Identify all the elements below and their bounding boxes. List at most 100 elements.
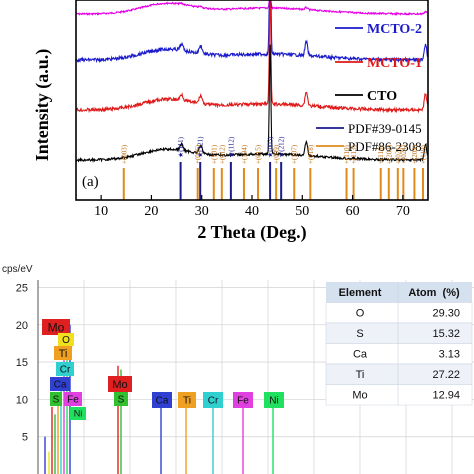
xrd-ref-peak-label: ★(121) [197,136,205,158]
xrd-ref-peak-label: +(009) [273,144,281,164]
xrd-ref-peak-label: +(101) [210,144,218,164]
xrd-ref-peak-label: ★(003) [267,136,275,158]
eds-unit-label: cps/eV [2,264,33,275]
xrd-reference-peaks: +(003) +(006) +(101) +(012) +(104) +(015) +(00… [120,136,427,200]
eds-element-box [233,392,253,408]
eds-element-label: Cr [60,365,71,376]
xrd-x-tick-label: 60 [346,204,360,219]
eds-element-box [58,333,74,346]
xrd-ref-peak-label: +(116) [377,144,385,164]
eds-table-header: Element [339,287,382,299]
xrd-ref-peak-label: +(113) [350,144,358,164]
eds-table-cell-element: S [356,328,363,340]
xrd-series-group [75,0,429,164]
eds-table-header-bg [326,282,472,303]
eds-element-label: Fe [67,395,79,406]
eds-element-box [264,392,284,408]
xrd-x-tick-label: 20 [144,204,158,219]
eds-table-cell-atom: 3.13 [439,349,460,361]
eds-y-tick-label: 25 [16,282,28,294]
eds-y-tick-label: 10 [16,394,28,406]
xrd-ref-legend-label: PDF#86-2308 [348,139,422,154]
eds-table-cell-atom: 15.32 [432,328,460,340]
xrd-panel-label: (a) [82,174,99,190]
eds-element-label: O [62,335,70,346]
eds-element-label: Ca [156,396,169,407]
xrd-legend: MCTO-2 MCTO-1 CTO PDF#39-0145 PDF#86-2308 [316,22,422,154]
eds-table-cell-element: Ca [353,349,368,361]
xrd-x-tick-label: 40 [245,204,259,219]
eds-y-tick-label: 20 [16,320,28,332]
xrd-ref-peak-label: +(110) [343,144,351,164]
xrd-ref-peak-label: +(003) [120,144,128,164]
eds-element-label: Fe [237,396,249,407]
xrd-ref-peak-label: +(021) [394,144,402,164]
eds-element-box [114,392,128,406]
eds-element-box [203,392,223,408]
xrd-ref-peak-label: +(024) [400,144,408,164]
eds-element-box [50,377,70,391]
eds-element-label: Cr [208,396,219,407]
eds-table-cell-atom: 27.22 [432,369,460,381]
eds-element-box [108,376,132,392]
xrd-ref-peak-label: +(202) [385,144,393,164]
eds-element-box [70,407,86,420]
xrd-legend-label: MCTO-2 [367,22,422,37]
eds-element-label: Ca [54,380,67,391]
eds-element-label: S [53,395,60,406]
eds-table-row [325,384,473,406]
xrd-x-axis-title: 2 Theta (Deg.) [197,222,306,243]
xrd-x-tick-label: 70 [396,204,410,219]
eds-y-ticks: 5 10 15 20 25 [16,282,28,443]
xrd-x-tick-label: 30 [195,204,209,219]
xrd-ref-peak-label: +(015) [255,144,263,164]
eds-grid [38,280,474,474]
eds-element-label: Ni [269,396,278,407]
eds-composition-table: Element Atom (%) O 29.30 S 15.32 Ca 3.13 Ti 27.22… [325,282,473,406]
eds-element-box [178,392,196,408]
eds-element-box [54,346,72,360]
xrd-ref-peak-label: +(018) [307,144,315,164]
xrd-series-line [75,44,429,164]
xrd-ref-peak-label: +(205) [411,144,419,164]
eds-element-label: Mo [112,379,127,391]
xrd-series-line [75,0,429,114]
eds-y-tick-label: 15 [16,357,28,369]
eds-table-cell-atom: 12.94 [432,390,460,402]
eds-element-label: Ni [74,409,83,419]
xrd-ref-peak-label: ★(112) [227,136,235,158]
eds-element-label: Mo [48,320,65,334]
eds-table-cell-element: Mo [352,390,367,402]
eds-element-box [42,319,70,335]
xrd-y-axis-title: Intensity (a.u.) [32,49,53,162]
eds-element-box [50,392,62,406]
eds-table-cell-element: O [356,308,365,320]
xrd-ref-peak-label: ★(212) [278,136,286,158]
eds-table-cell-element: Ti [356,369,365,381]
eds-element-box [56,362,74,376]
eds-element-label: S [118,395,125,406]
xrd-ref-peak-label: +(006) [194,144,202,164]
xrd-ref-peak-label: ★(111) [177,136,185,158]
xrd-ref-peak-label: +(119) [419,144,427,164]
xrd-ref-peak-label: +(107) [291,144,299,164]
eds-table-cell-atom: 29.30 [432,308,460,320]
xrd-chart: MCTO-2 MCTO-1 CTO PDF#39-0145 PDF#86-2308 +(… [32,0,429,243]
xrd-x-ticks: 10 20 30 40 50 60 70 [94,195,410,219]
xrd-ref-peak-label: +(104) [240,144,248,164]
eds-element-box [152,392,172,408]
xrd-x-tick-label: 10 [94,204,108,219]
xrd-ref-legend-label: PDF#39-0145 [348,121,422,136]
xrd-x-tick-label: 50 [295,204,309,219]
xrd-series-line [75,0,429,64]
eds-y-tick-label: 5 [22,432,28,444]
xrd-legend-label: CTO [367,89,397,104]
xrd-series-line [75,0,428,17]
eds-element-box [64,392,82,406]
xrd-legend-label: MCTO-1 [367,56,422,71]
eds-table-header: Atom (%) [408,287,460,299]
eds-element-label: Ti [183,396,191,407]
xrd-ref-peak-label: +(012) [218,144,226,164]
